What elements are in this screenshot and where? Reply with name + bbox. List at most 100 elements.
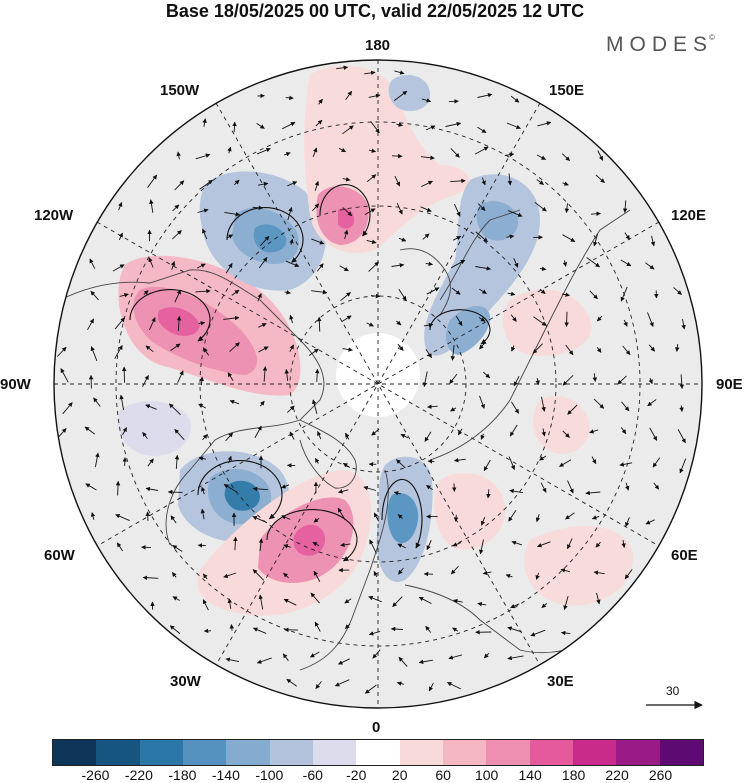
wind-vector <box>539 266 547 272</box>
wind-vector <box>167 489 183 495</box>
circulation-streamline <box>381 478 423 549</box>
wind-vector <box>317 430 322 440</box>
wind-vector <box>342 177 351 182</box>
wind-vector <box>507 210 523 217</box>
colorbar-tick-label: 260 <box>648 767 673 783</box>
wind-vector <box>202 118 207 127</box>
colorbar-segment <box>529 740 573 765</box>
wind-vector <box>537 121 552 127</box>
colorbar <box>52 739 704 766</box>
wind-vector <box>625 517 630 527</box>
wind-vector <box>596 315 603 322</box>
wind-vector <box>337 658 350 665</box>
wind-vector <box>336 65 349 70</box>
wind-vector <box>563 595 569 611</box>
wind-vector <box>564 203 570 214</box>
wind-vector <box>509 424 518 437</box>
wind-vector <box>533 316 547 326</box>
wind-vector <box>94 452 100 468</box>
wind-vector <box>560 630 571 636</box>
lon-label-60e: 60E <box>671 547 698 564</box>
anomaly-negative-north-pacific <box>388 75 430 112</box>
wind-vector <box>446 681 462 690</box>
wind-vector <box>504 152 515 157</box>
colorbar-segment <box>486 740 530 765</box>
wind-vector <box>457 428 463 436</box>
wind-vector <box>593 398 605 409</box>
wind-vector <box>539 288 546 295</box>
wind-vector <box>364 70 376 76</box>
wind-vector <box>339 265 349 272</box>
wind-vector <box>170 343 181 351</box>
wind-vector <box>679 405 684 413</box>
lon-label-150e: 150E <box>549 82 585 99</box>
wind-vector <box>537 541 551 548</box>
wind-vector <box>453 598 463 604</box>
wind-vector <box>625 482 630 491</box>
wind-vector <box>196 263 206 269</box>
wind-vector <box>396 203 403 215</box>
wind-vector <box>90 346 98 362</box>
wind-vector <box>202 573 208 580</box>
colorbar-tick-label: -220 <box>124 767 153 783</box>
lon-label-30w: 30W <box>170 673 201 690</box>
wind-vector <box>591 456 597 465</box>
wind-vector <box>258 322 267 328</box>
wind-vector <box>229 624 235 631</box>
wind-vector <box>562 430 570 438</box>
colorbar-tick-label: 220 <box>605 767 629 783</box>
wind-vector <box>231 289 240 296</box>
wind-vector <box>200 508 206 520</box>
wind-vector <box>450 407 457 412</box>
wind-vector <box>284 290 291 295</box>
wind-vector <box>284 369 290 381</box>
wind-vector <box>112 264 125 272</box>
wind-vector <box>451 287 461 295</box>
wind-vector <box>368 630 381 636</box>
wind-vector <box>535 572 540 580</box>
wind-vector <box>423 322 434 328</box>
wind-vector <box>397 543 406 549</box>
wind-vector <box>400 433 409 439</box>
wind-vector <box>677 429 686 444</box>
wind-vector <box>287 181 298 187</box>
wind-vector <box>617 375 627 385</box>
wind-vector <box>62 402 73 415</box>
wind-vector <box>585 490 601 496</box>
wind-vector <box>539 455 547 461</box>
wind-vector <box>93 397 101 407</box>
wind-vector <box>418 659 433 665</box>
circulation-streamline <box>129 289 211 342</box>
lon-label-90e: 90E <box>716 376 743 393</box>
wind-vector <box>596 347 602 353</box>
wind-vector <box>562 260 568 267</box>
wind-vector <box>318 98 323 105</box>
wind-vector <box>368 261 379 272</box>
wind-vector <box>368 596 382 603</box>
wind-vector <box>84 426 95 435</box>
wind-vector <box>172 545 183 552</box>
wind-vector <box>394 175 401 187</box>
wind-vector <box>479 539 484 555</box>
wind-vector <box>252 569 265 581</box>
wind-vector <box>595 541 601 548</box>
wind-vector <box>258 538 264 552</box>
wind-vector <box>396 459 406 469</box>
coast-north-america <box>59 269 325 546</box>
wind-vector <box>363 485 377 491</box>
wind-vector <box>647 312 654 328</box>
map-disk <box>54 60 702 708</box>
wind-vector <box>541 396 546 412</box>
lon-label-120e: 120E <box>671 207 707 224</box>
colorbar-segment <box>53 740 97 765</box>
wind-vector <box>314 180 320 191</box>
wind-vector <box>198 456 206 461</box>
wind-vector <box>510 95 520 103</box>
wind-vector <box>619 462 633 467</box>
wind-vector <box>285 95 294 101</box>
wind-vector <box>142 431 148 439</box>
wind-vector <box>147 174 158 188</box>
wind-vector <box>314 368 320 382</box>
wind-vector <box>258 181 269 187</box>
wind-vector <box>452 235 462 241</box>
